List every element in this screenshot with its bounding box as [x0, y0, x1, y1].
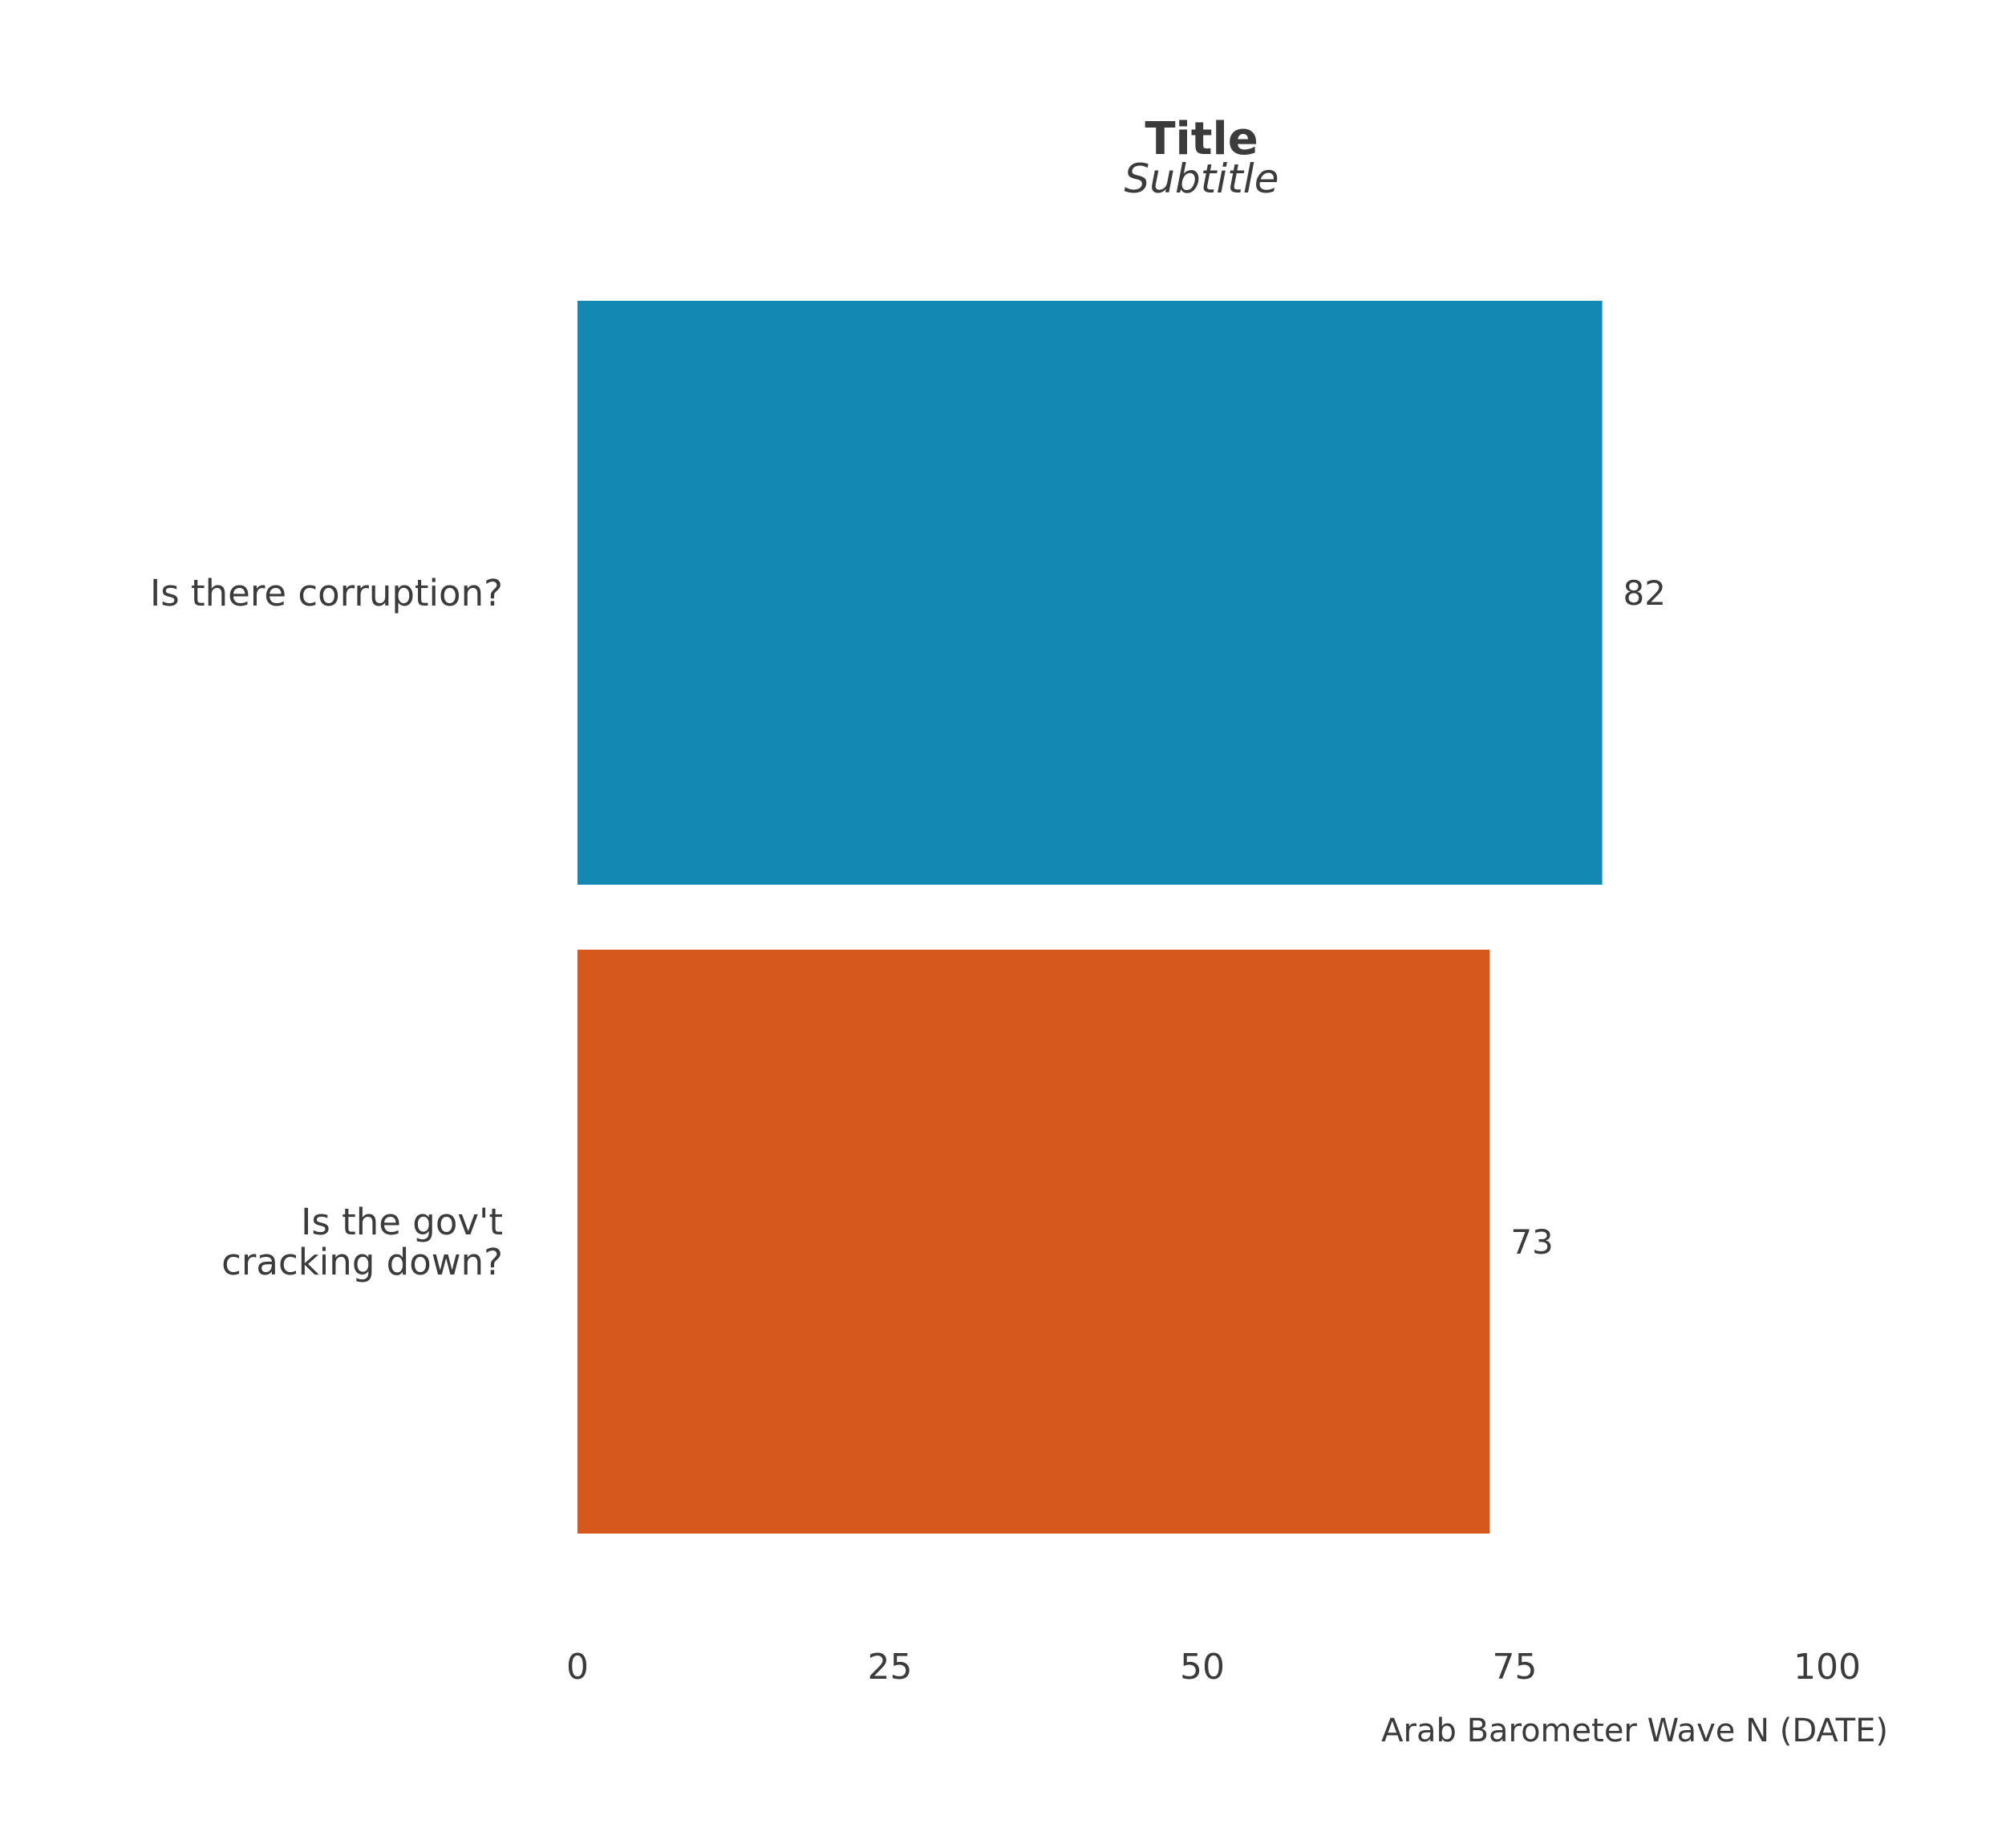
- chart-title: Title: [1145, 113, 1258, 165]
- x-tick-label-75: 75: [1493, 1647, 1538, 1688]
- category-label-2: Is the gov't cracking down?: [221, 1201, 503, 1283]
- bar-value-label-2: 73: [1510, 1222, 1553, 1262]
- x-tick-label-50: 50: [1180, 1647, 1225, 1688]
- bars-group: 82 Is there corruption? 73 Is the gov't crac…: [150, 301, 1666, 1534]
- bar-value-label-1: 82: [1623, 573, 1666, 613]
- category-label-1: Is there corruption?: [150, 572, 503, 614]
- chart-caption: Arab Barometer Wave N (DATE): [1381, 1712, 1888, 1749]
- x-axis-ticks: 0 25 50 75 100: [566, 1647, 1861, 1688]
- x-tick-label-0: 0: [566, 1647, 589, 1688]
- category-label-line: Is there corruption?: [150, 572, 503, 614]
- x-tick-label-25: 25: [868, 1647, 913, 1688]
- category-label-line: cracking down?: [221, 1241, 503, 1283]
- bar-1: [578, 301, 1603, 885]
- bar-2: [578, 950, 1490, 1534]
- chart-subtitle: Subtitle: [1125, 156, 1279, 202]
- x-tick-label-100: 100: [1793, 1647, 1861, 1688]
- category-label-line: Is the gov't: [301, 1201, 503, 1243]
